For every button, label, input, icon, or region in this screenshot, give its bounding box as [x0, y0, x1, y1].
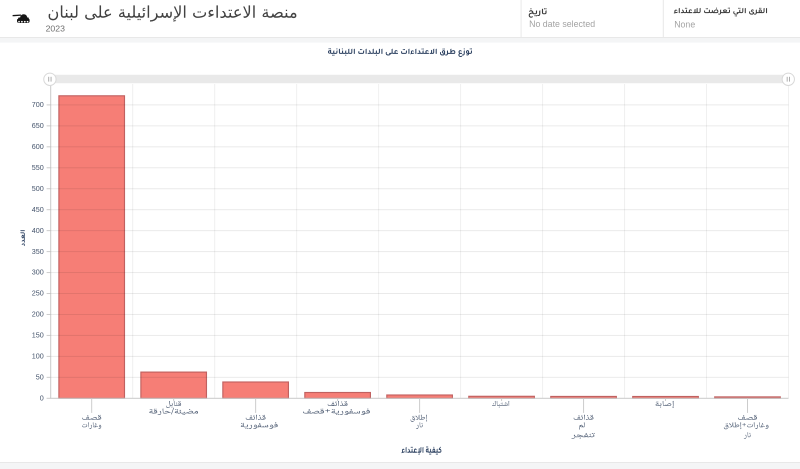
svg-text:650: 650	[32, 121, 44, 130]
svg-text:0: 0	[40, 393, 44, 402]
svg-text:350: 350	[32, 247, 44, 256]
svg-text:200: 200	[32, 310, 44, 319]
svg-text:50: 50	[36, 372, 44, 381]
svg-text:400: 400	[32, 226, 44, 235]
svg-text:250: 250	[32, 289, 44, 298]
svg-text:600: 600	[32, 142, 44, 151]
svg-text:550: 550	[32, 163, 44, 172]
svg-text:100: 100	[32, 352, 44, 361]
svg-text:700: 700	[32, 100, 44, 109]
svg-text:No date selected: No date selected	[529, 19, 595, 29]
svg-text:450: 450	[32, 205, 44, 214]
svg-text:None: None	[674, 19, 695, 29]
svg-text:300: 300	[32, 268, 44, 277]
svg-text:500: 500	[32, 184, 44, 193]
svg-text:2023: 2023	[46, 23, 65, 33]
svg-text:150: 150	[32, 331, 44, 340]
